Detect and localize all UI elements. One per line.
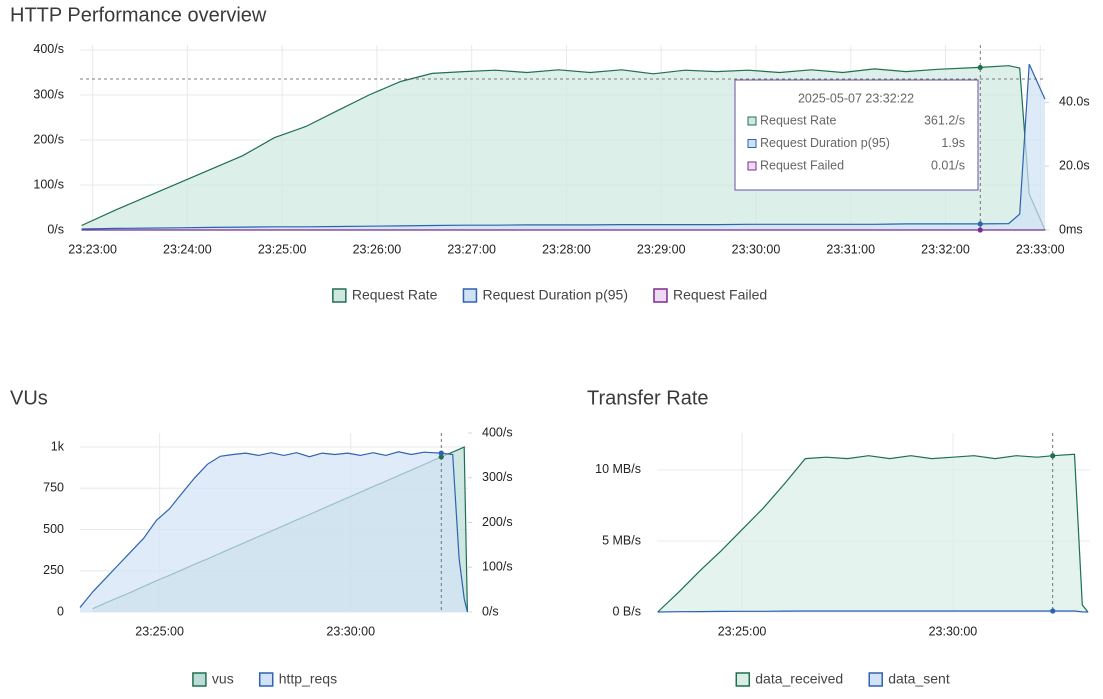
- tooltip-label: Request Rate: [760, 113, 836, 127]
- y-tick-label: 100/s: [33, 177, 64, 191]
- x-tick-label: 23:23:00: [68, 242, 117, 256]
- tooltip-value: 1.9s: [941, 136, 965, 150]
- x-tick-label: 23:25:00: [258, 242, 307, 256]
- legend-label[interactable]: Request Rate: [352, 287, 438, 303]
- y-tick-label: 200/s: [33, 132, 64, 146]
- hover-dot: [438, 450, 444, 456]
- y-tick-label: 0/s: [47, 222, 64, 236]
- tooltip-label: Request Failed: [760, 158, 844, 172]
- y-tick-label: 10 MB/s: [595, 462, 641, 476]
- tooltip-value: 0.01/s: [931, 158, 965, 172]
- legend-swatch[interactable]: [192, 672, 207, 687]
- legend-swatch[interactable]: [868, 672, 883, 687]
- tooltip-swatch: [747, 161, 757, 171]
- x-tick-label: 23:31:00: [826, 242, 875, 256]
- series-line: [657, 610, 1088, 613]
- y-tick-label: 400/s: [33, 42, 64, 56]
- hover-dot: [977, 221, 983, 227]
- x-tick-label: 23:30:00: [929, 624, 978, 638]
- hover-dot: [1050, 608, 1056, 614]
- tooltip-swatch: [747, 139, 757, 148]
- legend-swatch[interactable]: [653, 288, 668, 303]
- y-tick-label: 1k: [51, 439, 65, 453]
- legend-label[interactable]: data_received: [755, 671, 843, 687]
- hover-dot: [977, 227, 983, 233]
- y-tick-label: 5 MB/s: [602, 533, 641, 547]
- legend-label[interactable]: Request Failed: [673, 287, 767, 303]
- legend-label[interactable]: data_sent: [888, 671, 950, 687]
- y-tick-label: 0: [57, 604, 64, 618]
- x-tick-label: 23:29:00: [637, 242, 686, 256]
- y2-tick-label: 0ms: [1059, 222, 1083, 236]
- y2-tick-label: 400/s: [482, 425, 513, 439]
- legend-label[interactable]: Request Duration p(95): [482, 287, 628, 303]
- x-tick-label: 23:24:00: [163, 242, 212, 256]
- tooltip-box: [734, 79, 979, 191]
- legend-swatch[interactable]: [462, 288, 478, 303]
- legend-label[interactable]: vus: [212, 671, 234, 687]
- y2-tick-label: 100/s: [482, 560, 513, 574]
- series-line: [81, 63, 1046, 230]
- tooltip-label: Request Duration p(95): [760, 136, 890, 150]
- x-tick-label: 23:33:00: [1016, 242, 1065, 256]
- y2-tick-label: 300/s: [482, 470, 513, 484]
- y2-tick-label: 200/s: [482, 515, 513, 529]
- chart-title: HTTP Performance overview: [10, 4, 267, 26]
- area-fill: [657, 454, 1088, 612]
- chart-title: Transfer Rate: [587, 387, 709, 409]
- y-tick-label: 750: [43, 481, 64, 495]
- series-line: [657, 453, 1089, 613]
- y-tick-label: 0 B/s: [613, 604, 642, 618]
- y2-tick-label: 40.0s: [1059, 95, 1090, 109]
- chart-title: VUs: [10, 387, 48, 409]
- legend-label[interactable]: http_reqs: [279, 671, 337, 687]
- y-tick-label: 500: [43, 522, 64, 536]
- y-tick-label: 250: [43, 563, 64, 577]
- series-line: [79, 451, 468, 613]
- x-tick-label: 23:27:00: [447, 242, 496, 256]
- x-tick-label: 23:25:00: [718, 624, 767, 638]
- legend-swatch[interactable]: [258, 672, 274, 687]
- hover-dot: [438, 454, 444, 460]
- hover-dot: [1050, 453, 1056, 459]
- series-line: [81, 65, 1046, 231]
- tooltip-swatch: [747, 116, 757, 126]
- area-fill: [80, 451, 468, 612]
- legend-swatch[interactable]: [735, 672, 751, 687]
- x-tick-label: 23:30:00: [732, 242, 781, 256]
- y-tick-label: 300/s: [33, 87, 64, 101]
- y2-tick-label: 20.0s: [1059, 159, 1090, 173]
- x-tick-label: 23:32:00: [921, 242, 970, 256]
- tooltip-value: 361.2/s: [924, 113, 965, 127]
- x-tick-label: 23:30:00: [326, 624, 375, 638]
- y2-tick-label: 0/s: [482, 604, 499, 618]
- hover-dot: [977, 64, 983, 71]
- x-tick-label: 23:28:00: [542, 242, 591, 256]
- x-tick-label: 23:25:00: [135, 624, 184, 638]
- legend-swatch[interactable]: [332, 288, 347, 303]
- x-tick-label: 23:26:00: [353, 242, 402, 256]
- tooltip-title: 2025-05-07 23:32:22: [798, 91, 914, 105]
